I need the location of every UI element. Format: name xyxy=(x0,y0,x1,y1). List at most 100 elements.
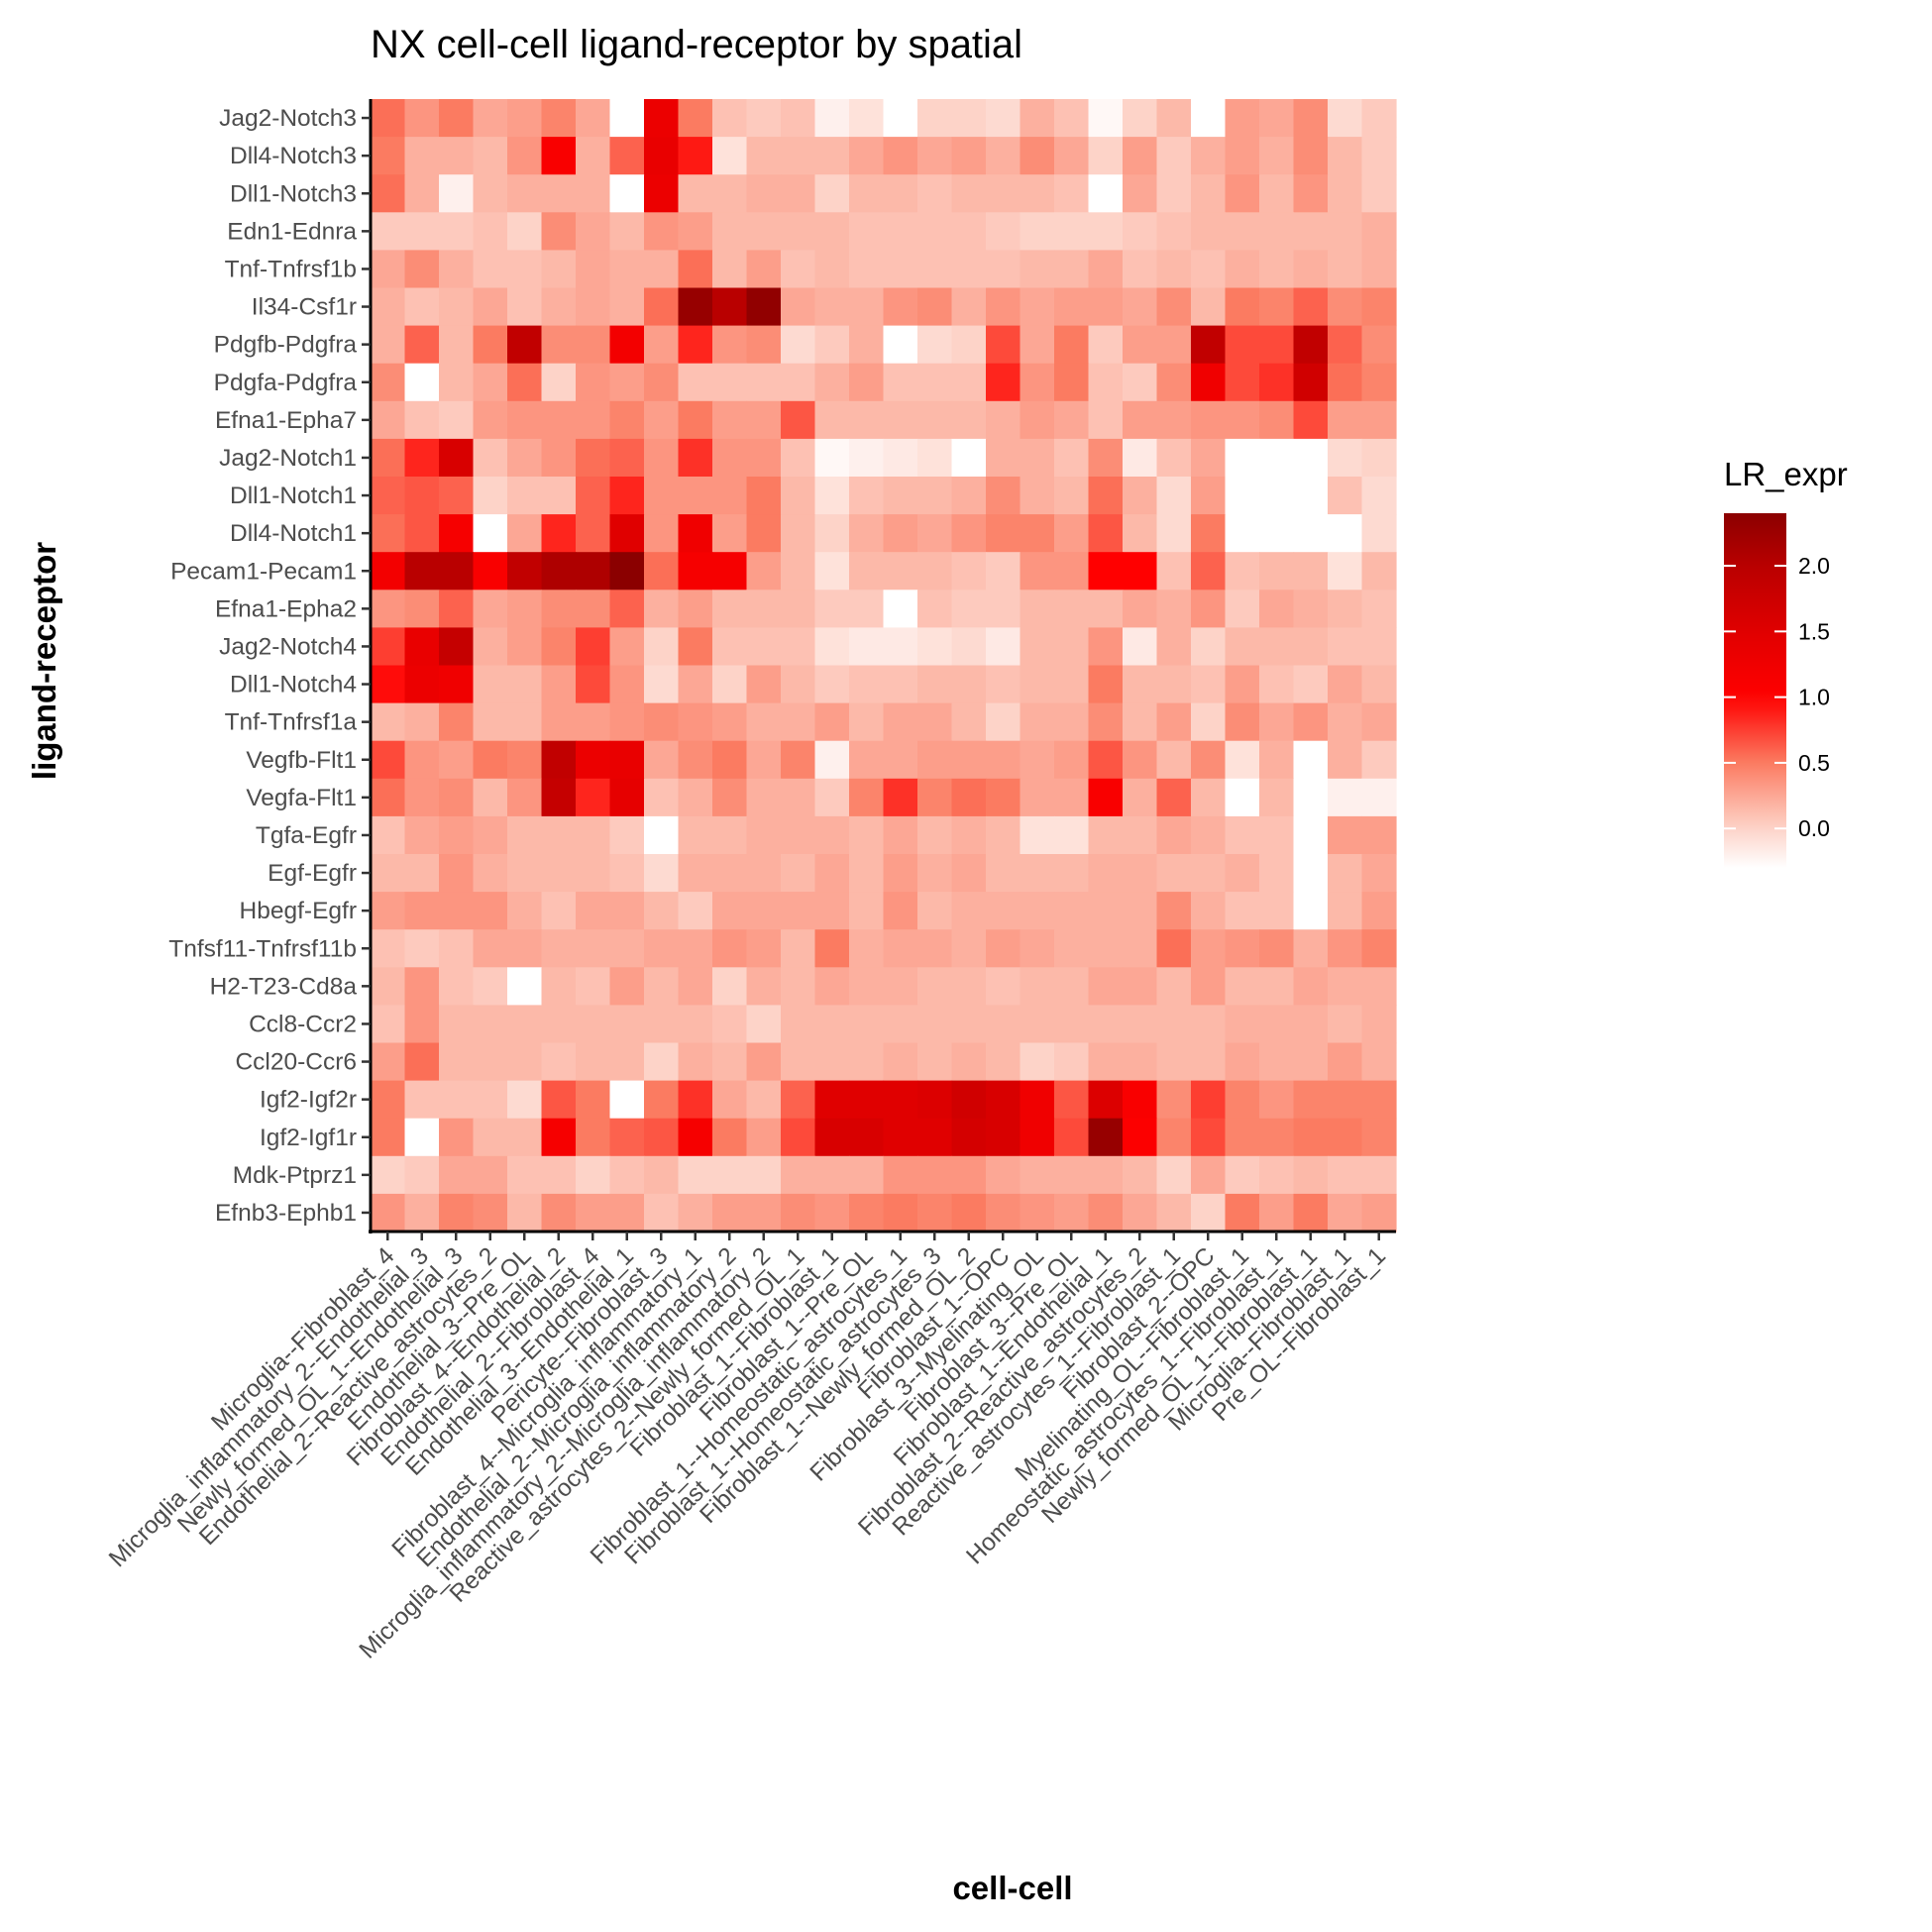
heatmap-cell xyxy=(883,1042,918,1082)
heatmap-cell xyxy=(609,514,645,553)
heatmap-cell xyxy=(986,1080,1021,1120)
heatmap-cell xyxy=(746,174,782,213)
heatmap-cell xyxy=(644,99,680,138)
heatmap-cell xyxy=(1156,1042,1192,1082)
heatmap-cell xyxy=(1088,740,1124,780)
heatmap-cell xyxy=(1020,815,1055,855)
heatmap-cell xyxy=(1361,477,1397,515)
heatmap-cell xyxy=(1020,665,1055,704)
heatmap-cell xyxy=(644,929,680,968)
heatmap-cell xyxy=(951,1155,987,1195)
heatmap-cell xyxy=(1225,627,1260,667)
y-tick-label: Edn1-Ednra xyxy=(227,218,357,245)
heatmap-cell xyxy=(371,702,406,742)
heatmap-cell xyxy=(371,325,406,365)
heatmap-cell xyxy=(371,552,406,590)
heatmap-cell xyxy=(507,854,543,893)
heatmap-cell xyxy=(1088,929,1124,968)
heatmap-cell xyxy=(986,740,1021,780)
chart-title: NX cell-cell ligand-receptor by spatial xyxy=(371,23,1022,66)
heatmap-cell xyxy=(371,174,406,213)
heatmap-cell xyxy=(712,854,748,893)
heatmap-cell xyxy=(609,212,645,251)
heatmap-cell xyxy=(1156,892,1192,930)
heatmap-cell xyxy=(746,929,782,968)
heatmap-cell xyxy=(576,552,611,590)
heatmap-cell xyxy=(644,174,680,213)
heatmap-cell xyxy=(473,1193,508,1233)
heatmap-cell xyxy=(644,1118,680,1157)
heatmap-cell xyxy=(1054,929,1090,968)
heatmap-cell xyxy=(1328,815,1363,855)
heatmap-cell xyxy=(439,740,475,780)
heatmap-cell xyxy=(781,778,816,817)
heatmap-cell xyxy=(541,778,577,817)
heatmap-cell xyxy=(404,137,440,175)
heatmap-cell xyxy=(781,1005,816,1044)
heatmap-cell xyxy=(1361,212,1397,251)
heatmap-cell xyxy=(986,815,1021,855)
heatmap-cell xyxy=(439,778,475,817)
heatmap-cell xyxy=(1156,137,1192,175)
heatmap-cell xyxy=(1123,1118,1158,1157)
heatmap-cell xyxy=(473,1080,508,1120)
heatmap-cell xyxy=(712,477,748,515)
heatmap-cell xyxy=(917,212,953,251)
heatmap-cell xyxy=(507,1005,543,1044)
heatmap-cell xyxy=(1293,665,1329,704)
heatmap-cell xyxy=(1225,590,1260,628)
heatmap-cell xyxy=(576,590,611,628)
heatmap-cell xyxy=(1328,400,1363,440)
heatmap-cell xyxy=(541,702,577,742)
heatmap-cell xyxy=(1123,137,1158,175)
heatmap-cell xyxy=(1191,778,1227,817)
y-tick-label: Igf2-Igf1r xyxy=(260,1125,357,1151)
heatmap-cell xyxy=(849,665,885,704)
heatmap-cell xyxy=(849,477,885,515)
heatmap-cell xyxy=(917,702,953,742)
heatmap-cell xyxy=(1191,287,1227,327)
heatmap-cell xyxy=(644,590,680,628)
heatmap-cell xyxy=(609,778,645,817)
heatmap-cell xyxy=(1054,250,1090,289)
heatmap-cell xyxy=(883,99,918,138)
heatmap-cell xyxy=(644,400,680,440)
heatmap-cell xyxy=(1259,438,1295,478)
heatmap-cell xyxy=(1191,1193,1227,1233)
heatmap-cell xyxy=(1020,778,1055,817)
heatmap-cell xyxy=(1156,1193,1192,1233)
heatmap-cell xyxy=(1259,1118,1295,1157)
heatmap-cell xyxy=(473,590,508,628)
heatmap-cell xyxy=(746,1193,782,1233)
heatmap-cell xyxy=(1054,1193,1090,1233)
heatmap-cell xyxy=(1123,363,1158,402)
heatmap-cell xyxy=(507,1042,543,1082)
heatmap-cell xyxy=(1293,250,1329,289)
heatmap-cell xyxy=(1020,1193,1055,1233)
heatmap-cell xyxy=(371,287,406,327)
heatmap-cell xyxy=(781,477,816,515)
heatmap-cell xyxy=(541,627,577,667)
heatmap-cell xyxy=(644,1193,680,1233)
heatmap-cell xyxy=(1156,438,1192,478)
heatmap-cell xyxy=(849,627,885,667)
heatmap-cell xyxy=(576,212,611,251)
heatmap-cell xyxy=(678,552,713,590)
heatmap-cell xyxy=(1361,1042,1397,1082)
heatmap-cell xyxy=(473,137,508,175)
y-tick-label: Ccl8-Ccr2 xyxy=(249,1011,357,1037)
heatmap-cell xyxy=(1054,702,1090,742)
heatmap-cell xyxy=(576,815,611,855)
heatmap-cell xyxy=(1361,325,1397,365)
heatmap-cell xyxy=(746,363,782,402)
heatmap-cell xyxy=(986,1155,1021,1195)
heatmap-cell xyxy=(609,892,645,930)
heatmap-cell xyxy=(951,967,987,1006)
heatmap-cell xyxy=(473,400,508,440)
heatmap-cell xyxy=(439,815,475,855)
heatmap-cell xyxy=(439,400,475,440)
heatmap-cell xyxy=(1225,325,1260,365)
heatmap-cell xyxy=(473,438,508,478)
y-tick-label: Il34-Csf1r xyxy=(252,294,357,321)
heatmap-cell xyxy=(1020,854,1055,893)
